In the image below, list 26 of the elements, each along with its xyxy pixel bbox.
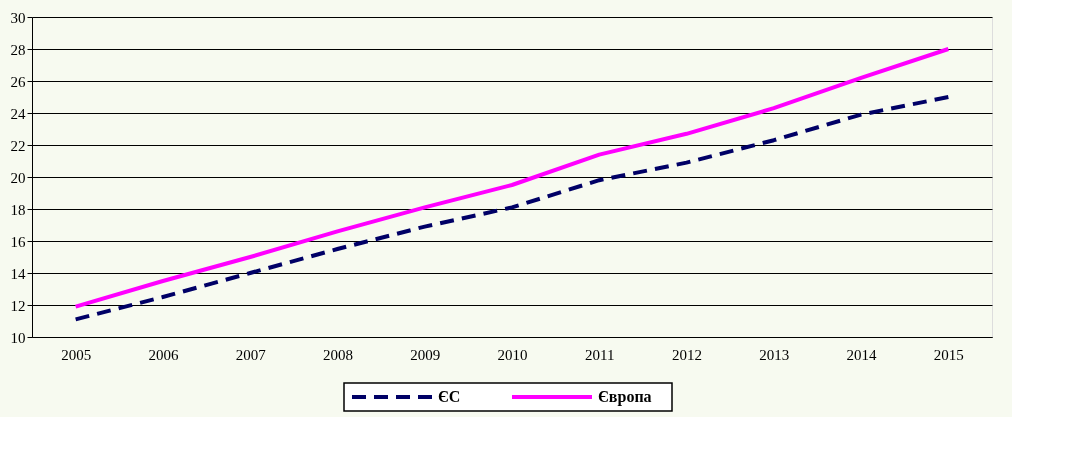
- x-tick-label: 2008: [322, 346, 353, 363]
- y-tick-label: 12: [10, 297, 26, 314]
- x-tick-label: 2012: [672, 346, 703, 363]
- x-tick-label: 2006: [148, 346, 179, 363]
- y-tick-label: 22: [10, 137, 26, 154]
- legend-label: ЄС: [438, 388, 461, 405]
- x-tick-label: 2010: [497, 346, 528, 363]
- y-tick-label: 30: [10, 9, 26, 26]
- x-tick-label: 2009: [410, 346, 441, 363]
- y-tick-label: 28: [10, 41, 26, 58]
- x-tick-label: 2014: [846, 346, 878, 363]
- x-tick-label: 2005: [61, 346, 92, 363]
- y-tick-label: 26: [10, 73, 26, 90]
- x-tick-label: 2015: [933, 346, 964, 363]
- legend-label: Європа: [598, 388, 652, 406]
- y-tick-label: 24: [10, 105, 26, 122]
- y-tick-label: 20: [10, 169, 26, 186]
- x-tick-label: 2007: [235, 346, 267, 363]
- y-tick-label: 18: [10, 201, 26, 218]
- y-tick-label: 16: [10, 233, 26, 250]
- line-series: [73, 47, 951, 309]
- y-tick-label: 10: [10, 329, 26, 346]
- y-tick-label: 14: [10, 265, 26, 282]
- x-tick-label: 2011: [585, 346, 615, 363]
- line-series: [73, 95, 951, 322]
- x-tick-label: 2013: [759, 346, 790, 363]
